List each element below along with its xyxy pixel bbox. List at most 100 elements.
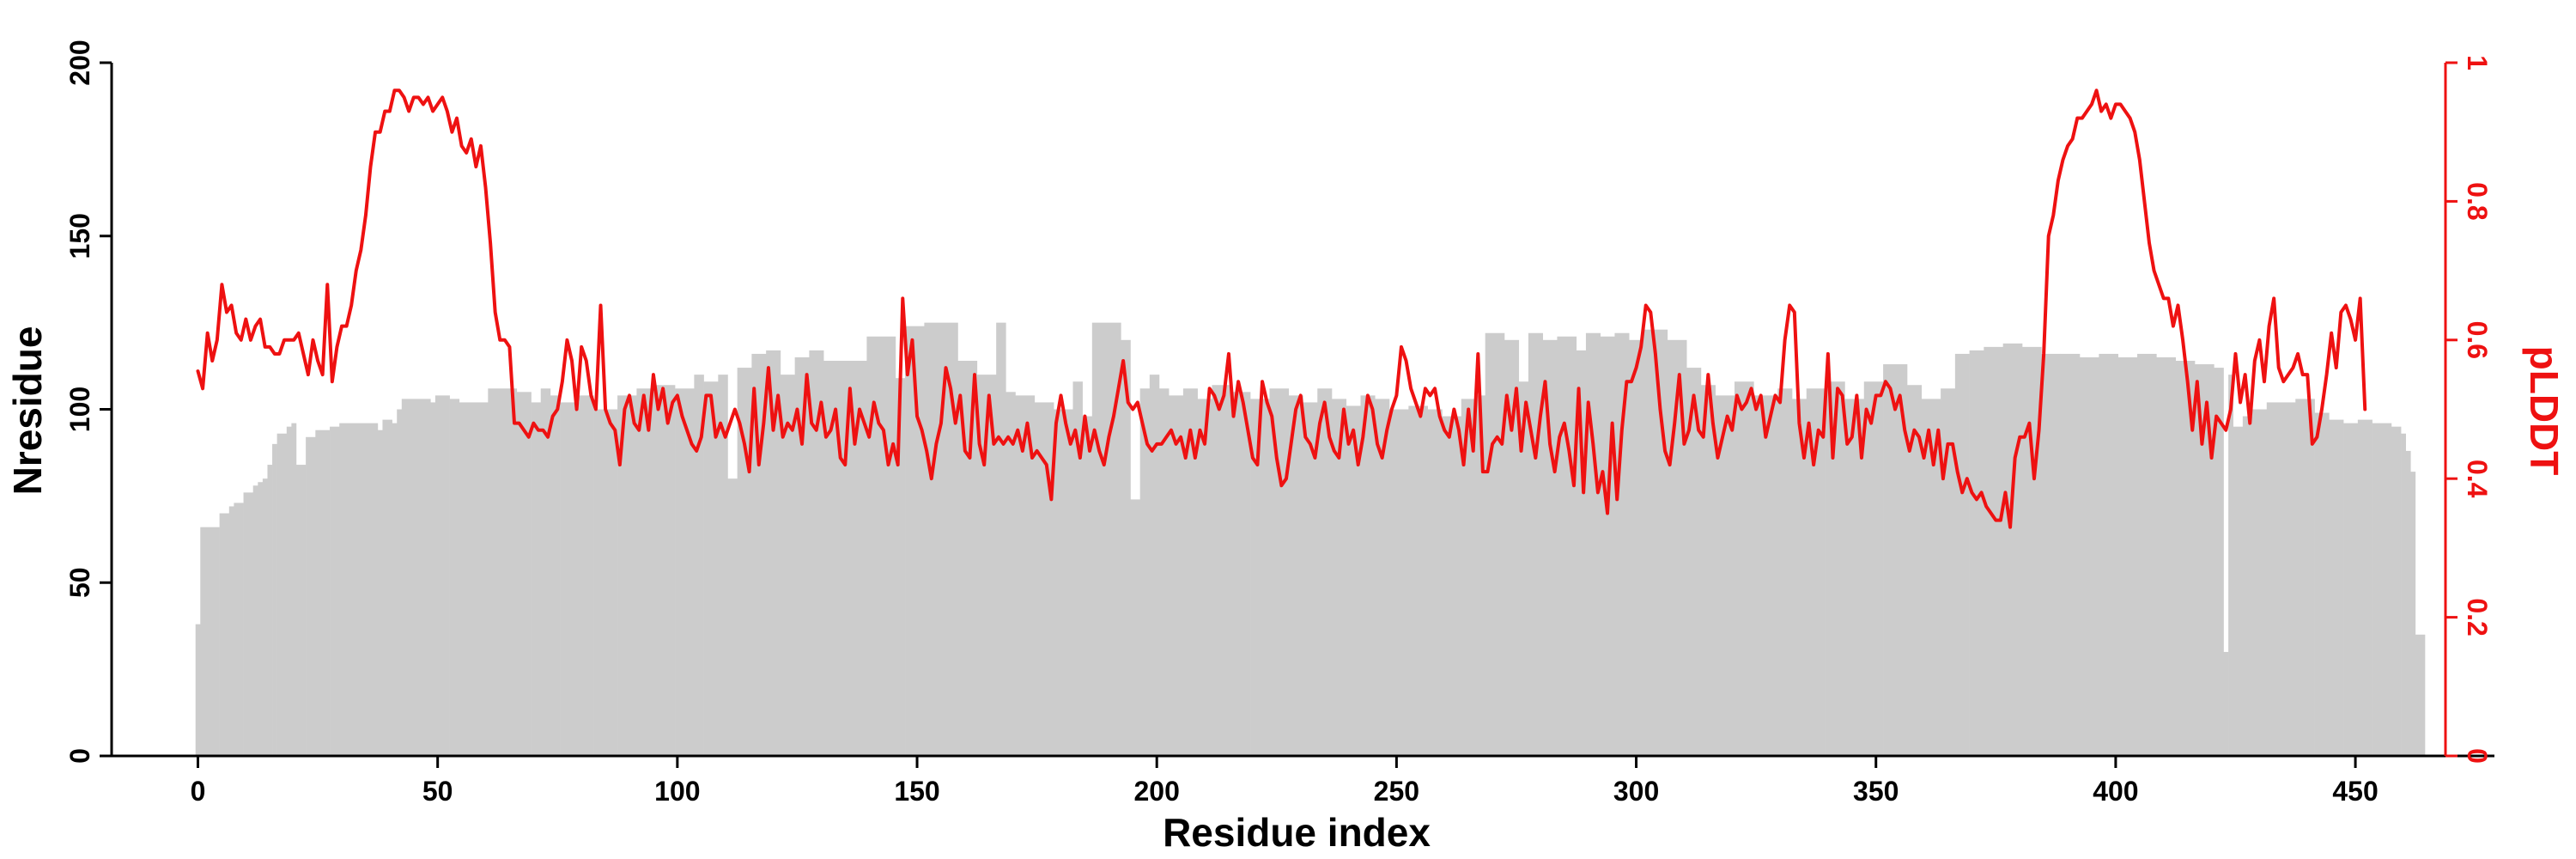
residue-bar <box>1686 368 1702 756</box>
x-tick-label: 400 <box>2093 776 2138 807</box>
residue-count-bars <box>195 322 2426 757</box>
residue-bar <box>291 423 297 756</box>
residue-bar <box>397 409 403 756</box>
residue-bar <box>2117 356 2138 756</box>
residue-bar <box>1408 405 1428 756</box>
x-tick-label: 300 <box>1613 776 1659 807</box>
residue-bar <box>550 395 561 756</box>
residue-bar <box>1389 409 1409 756</box>
residue-bar <box>2195 364 2215 756</box>
residue-bar <box>306 436 316 756</box>
residue-bar <box>195 624 201 756</box>
residue-bar <box>1557 336 1577 756</box>
residue-bar <box>516 392 532 756</box>
residue-bar <box>1346 405 1361 756</box>
residue-bar <box>1984 346 2003 756</box>
residue-bar <box>276 433 288 756</box>
residue-bar <box>2002 343 2023 756</box>
residue-bar <box>1969 350 1984 756</box>
residue-bar <box>1907 385 1923 756</box>
residue-bar <box>258 482 264 756</box>
residue-bar <box>1034 402 1054 756</box>
residue-bar <box>1921 399 1941 756</box>
residue-bar <box>976 375 997 756</box>
residue-bar <box>1715 395 1735 756</box>
x-tick-label: 350 <box>1853 776 1899 807</box>
residue-bar <box>2080 356 2099 756</box>
residue-bar <box>2228 375 2233 756</box>
residue-bar <box>675 388 695 756</box>
residue-bar <box>1139 388 1151 756</box>
residue-bar <box>703 381 719 756</box>
residue-bar <box>1269 388 1290 756</box>
residue-bar <box>1585 332 1601 756</box>
residue-bar <box>1504 339 1520 756</box>
residue-bar <box>1360 395 1376 756</box>
residue-bar <box>957 361 978 756</box>
residue-bar <box>2252 409 2268 756</box>
residue-bar <box>1082 416 1093 756</box>
residue-bar <box>1121 339 1131 756</box>
residue-bar <box>449 399 460 756</box>
left-tick-label: 200 <box>64 40 95 85</box>
residue-bar <box>1600 336 1615 756</box>
residue-bar <box>1528 332 1543 756</box>
residue-bar <box>1643 329 1668 756</box>
residue-bar <box>252 485 258 756</box>
residue-bar <box>2401 433 2406 756</box>
x-tick-label: 150 <box>894 776 939 807</box>
residue-bar <box>1826 381 1845 756</box>
residue-bar <box>694 375 704 756</box>
residue-bar <box>330 426 340 756</box>
residue-bar <box>228 506 234 756</box>
x-tick-label: 100 <box>654 776 700 807</box>
residue-bar <box>2233 426 2244 756</box>
residue-bar <box>1792 399 1807 756</box>
residue-bar <box>2295 399 2315 756</box>
residue-bar <box>866 336 882 756</box>
residue-bar <box>401 399 431 756</box>
left-axis-title: Nresidue <box>5 326 50 496</box>
residue-bar <box>718 375 728 756</box>
residue-bar <box>1197 399 1212 756</box>
residue-bar <box>2223 651 2229 756</box>
residue-bar <box>1614 332 1630 756</box>
residue-bar <box>1475 395 1485 756</box>
residue-bar <box>996 322 1006 757</box>
residue-bar <box>1753 395 1778 756</box>
residue-bar <box>459 402 489 756</box>
right-tick-label: 0.2 <box>2462 598 2493 636</box>
left-tick-label: 150 <box>64 213 95 259</box>
x-tick-label: 50 <box>422 776 453 807</box>
left-tick-label: 100 <box>64 387 95 432</box>
residue-bar <box>339 423 379 756</box>
residue-bar <box>905 326 925 756</box>
residue-bar <box>1169 395 1184 756</box>
residue-bar <box>531 402 542 756</box>
residue-bar <box>2314 412 2330 756</box>
residue-bar <box>2242 416 2253 756</box>
right-tick-label: 1 <box>2462 55 2493 70</box>
residue-bar <box>2357 419 2372 756</box>
residue-bar <box>2391 426 2402 756</box>
residue-bar <box>2266 402 2281 756</box>
residue-bar <box>579 395 594 756</box>
residue-bar <box>377 430 383 756</box>
residue-bar <box>2372 423 2383 756</box>
residue-bar <box>1072 381 1083 756</box>
residue-bar <box>1158 388 1170 756</box>
residue-bar <box>1303 402 1318 756</box>
residue-bar <box>295 465 307 756</box>
residue-bar <box>617 395 637 756</box>
x-tick-label: 450 <box>2332 776 2378 807</box>
residue-bar <box>1091 322 1121 757</box>
residue-bar <box>2041 353 2061 756</box>
residue-bar <box>1485 332 1505 756</box>
residue-bar <box>780 375 795 756</box>
residue-bar <box>1288 395 1303 756</box>
left-tick-label: 50 <box>64 567 95 598</box>
residue-bar <box>1700 385 1716 756</box>
residue-bar <box>1149 375 1160 756</box>
residue-bar <box>2060 353 2081 756</box>
